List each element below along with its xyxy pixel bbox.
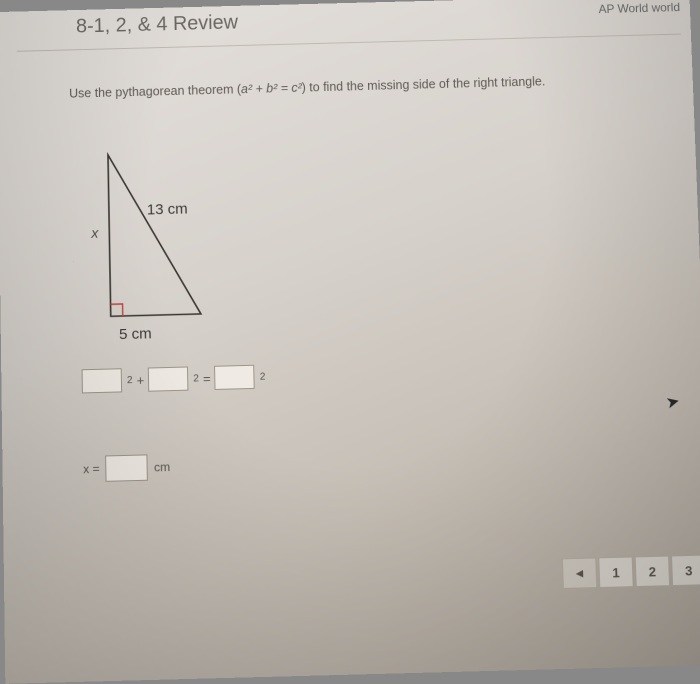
prev-button[interactable]: ◂ <box>562 557 597 589</box>
label-hypotenuse: 13 cm <box>147 201 188 219</box>
exp-a: 2 <box>127 374 133 385</box>
answer-prefix: x = <box>83 462 100 477</box>
triangle-figure: x 13 cm 5 cm <box>88 143 262 347</box>
equals-sign: = <box>203 370 211 385</box>
page-3-button[interactable]: 3 <box>671 555 700 587</box>
cursor-icon: ➤ <box>664 391 682 414</box>
answer-row: x = cm <box>83 454 170 483</box>
prompt-formula: a² + b² = c² <box>241 81 302 96</box>
page-2-button[interactable]: 2 <box>635 556 671 588</box>
input-a[interactable] <box>82 368 123 393</box>
exp-b: 2 <box>193 373 199 384</box>
plus-sign: + <box>136 372 144 387</box>
answer-unit: cm <box>154 460 170 475</box>
page-title: 8-1, 2, & 4 Review <box>76 12 238 39</box>
input-b[interactable] <box>148 366 189 391</box>
page-1-button[interactable]: 1 <box>598 556 633 588</box>
label-base: 5 cm <box>119 325 152 343</box>
question-prompt: Use the pythagorean theorem (a² + b² = c… <box>69 71 663 100</box>
exp-c: 2 <box>260 371 266 382</box>
chevron-left-icon: ◂ <box>576 565 583 582</box>
prompt-pre: Use the pythagorean theorem ( <box>69 82 241 100</box>
right-angle-icon <box>111 304 123 316</box>
input-c[interactable] <box>214 365 255 390</box>
course-label: AP World world <box>598 0 680 16</box>
prompt-post: ) to find the missing side of the right … <box>302 74 546 94</box>
triangle-shape <box>108 153 201 317</box>
pager: ◂ 1 2 3 <box>562 555 700 589</box>
equation-row: 2 + 2 = 2 <box>82 364 266 393</box>
triangle-svg <box>88 143 262 347</box>
worksheet-screen: AP World world 8-1, 2, & 4 Review Use th… <box>0 0 700 684</box>
input-x[interactable] <box>105 454 148 481</box>
label-vertical-side: x <box>91 225 98 241</box>
